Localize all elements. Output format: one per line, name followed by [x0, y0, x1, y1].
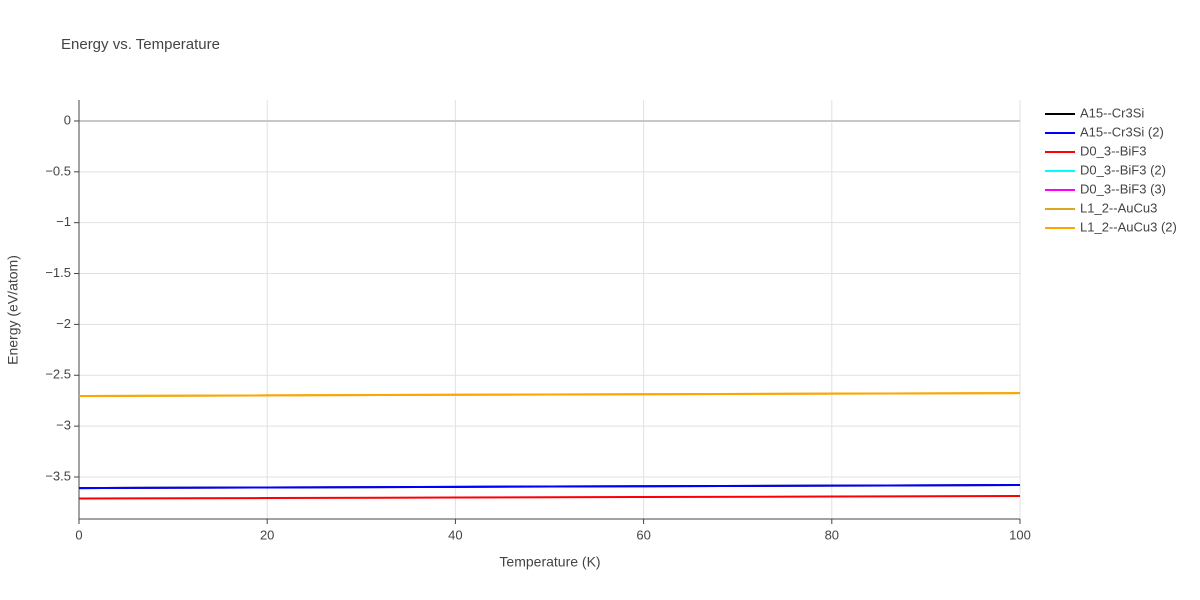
legend-label: A15--Cr3Si (2)	[1080, 124, 1164, 139]
x-tick-label: 100	[1009, 527, 1031, 542]
y-axis-title: Energy (eV/atom)	[5, 255, 21, 365]
y-tick-label: 0	[64, 112, 71, 127]
y-tick-label: −0.5	[45, 163, 71, 178]
legend-label: D0_3--BiF3 (3)	[1080, 181, 1166, 196]
x-tick-label: 60	[636, 527, 650, 542]
y-tick-label: −2.5	[45, 367, 71, 382]
legend-label: L1_2--AuCu3	[1080, 200, 1157, 215]
data-line	[78, 495, 1021, 500]
x-tick-label: 80	[825, 527, 839, 542]
y-tick-label: −2	[56, 316, 71, 331]
chart-title: Energy vs. Temperature	[61, 36, 220, 53]
data-line	[78, 392, 1021, 398]
x-tick-label: 0	[75, 527, 82, 542]
y-tick-label: −1.5	[45, 265, 71, 280]
y-tick-label: −3	[56, 418, 71, 433]
legend-label: A15--Cr3Si	[1080, 105, 1144, 120]
legend-label: D0_3--BiF3	[1080, 143, 1146, 158]
x-axis-title: Temperature (K)	[499, 554, 600, 570]
data-line	[78, 484, 1021, 490]
legend-label: L1_2--AuCu3 (2)	[1080, 219, 1177, 234]
x-tick-label: 20	[260, 527, 274, 542]
y-tick-label: −1	[56, 214, 71, 229]
x-tick-label: 40	[448, 527, 462, 542]
legend-label: D0_3--BiF3 (2)	[1080, 162, 1166, 177]
y-tick-label: −3.5	[45, 468, 71, 483]
